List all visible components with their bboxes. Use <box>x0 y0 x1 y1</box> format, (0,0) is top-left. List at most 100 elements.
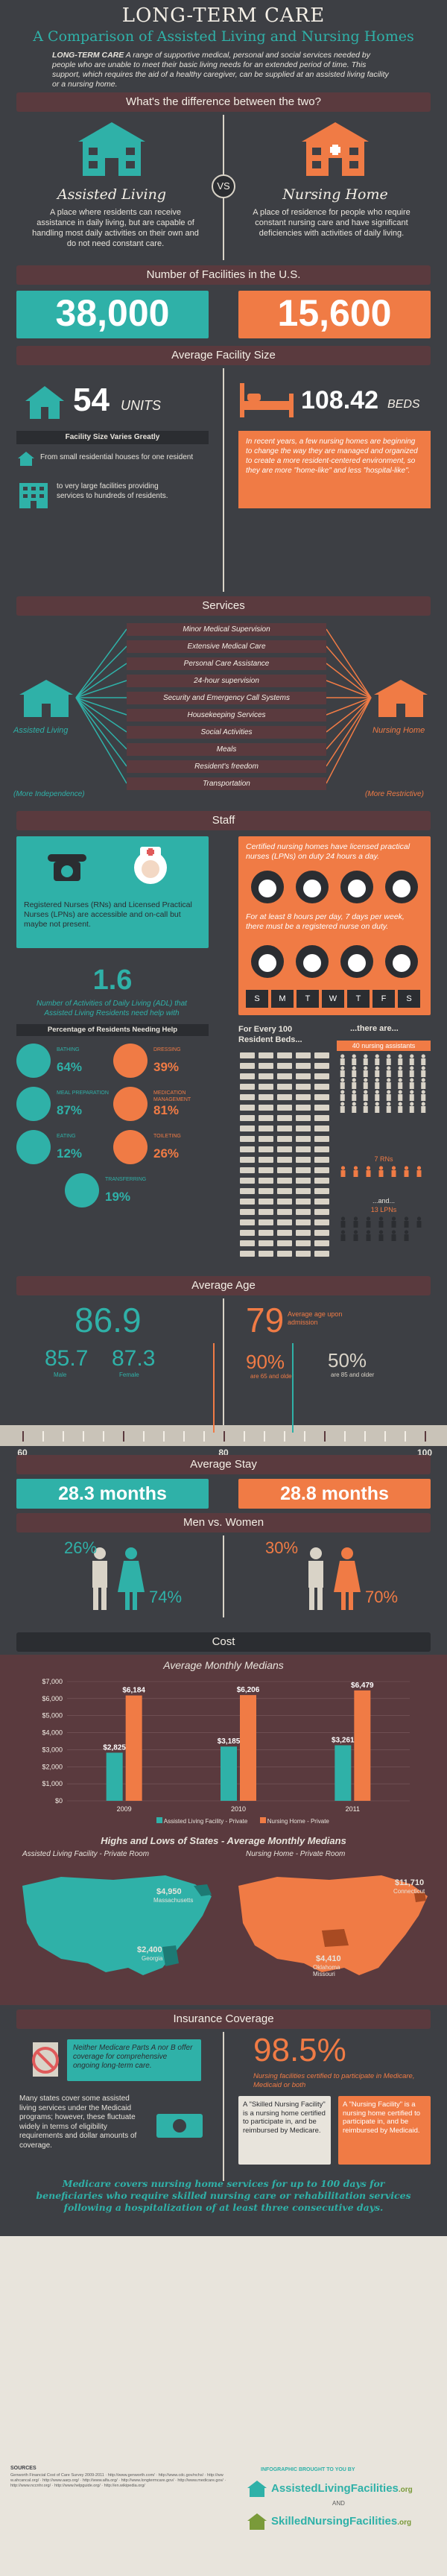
bed-mark <box>314 1094 329 1100</box>
y-tick-label: $0 <box>55 1797 63 1805</box>
nh-services-building-icon <box>374 680 428 717</box>
cost-heading: Cost <box>16 1632 431 1652</box>
intro-body: A range of supportive medical, personal … <box>52 51 389 89</box>
snf-box: A "Skilled Nursing Facility" is a nursin… <box>238 2096 331 2165</box>
person-mark <box>340 1078 345 1089</box>
bed-mark <box>277 1188 292 1194</box>
age-tick <box>284 1431 285 1442</box>
bed-mark <box>314 1230 329 1236</box>
person-mark <box>409 1054 414 1065</box>
help-value: 81% <box>153 1103 180 1117</box>
bed-mark <box>277 1094 292 1100</box>
age-marker-line <box>212 1343 215 1433</box>
bed-mark <box>259 1084 273 1090</box>
al-size-value: 54 <box>73 382 110 418</box>
bed-mark <box>240 1167 255 1173</box>
person-mark <box>386 1078 391 1089</box>
help-label: Dressing <box>153 1047 181 1052</box>
nh-service-line <box>326 697 372 767</box>
service-item: Social Activities <box>127 726 326 739</box>
brand1-link[interactable]: AssistedLivingFacilities.org <box>271 2482 413 2495</box>
help-icon <box>113 1130 148 1164</box>
bar-value-label: $3,261 <box>332 1736 355 1744</box>
x-tick-label: 2011 <box>346 1805 360 1813</box>
person-mark <box>386 1102 391 1113</box>
bed-mark <box>296 1115 311 1121</box>
bed-mark <box>277 1178 292 1184</box>
bed-mark <box>259 1094 273 1100</box>
nh-low-state: Oklahoma Missouri <box>313 1964 340 1977</box>
and-label: ...and... <box>372 1197 396 1205</box>
age-divider <box>223 1298 224 1425</box>
help-label: Bathing <box>57 1047 80 1052</box>
rns-label: 7 RNs <box>374 1155 393 1163</box>
and-label-footer: AND <box>332 2500 345 2507</box>
bed-mark <box>277 1219 292 1225</box>
help-icon <box>16 1087 51 1121</box>
x-tick-label: 2009 <box>117 1805 132 1813</box>
bed-mark <box>314 1115 329 1121</box>
al-service-line <box>75 697 127 750</box>
y-tick-label: $6,000 <box>42 1695 63 1702</box>
al-staff-box: Registered Nurses (RNs) and Licensed Pra… <box>16 836 209 948</box>
needing-help-label: Percentage of Residents Needing Help <box>16 1024 209 1036</box>
person-mark <box>340 1166 346 1177</box>
brand2-logo-icon <box>247 2513 267 2530</box>
brand2-name: SkilledNursingFacilities <box>271 2515 398 2528</box>
size-varies-label: Facility Size Varies Greatly <box>16 431 209 444</box>
service-item: 24-hour supervision <box>127 675 326 687</box>
size-small-text: From small residential houses for one re… <box>40 453 194 461</box>
al-low-value: $2,400 <box>137 1945 162 1954</box>
person-mark <box>352 1090 357 1101</box>
bed-mark <box>314 1199 329 1205</box>
service-item: Housekeeping Services <box>127 709 326 722</box>
more-restrictive-label: (More Restrictive) <box>365 790 424 798</box>
bed-mark <box>240 1219 255 1225</box>
gender-section: 26% 74% 30% 70% <box>0 1535 447 1625</box>
nh-service-line <box>326 645 372 698</box>
nh-insurance-pct-text: Nursing facilities certified to particip… <box>253 2072 415 2089</box>
brand2-link[interactable]: SkilledNursingFacilities.org <box>271 2515 411 2528</box>
bed-mark <box>259 1209 273 1215</box>
bed-mark <box>240 1230 255 1236</box>
al-insurance-box: Neither Medicare Parts A nor B offer cov… <box>67 2039 201 2081</box>
al-service-line <box>75 697 127 716</box>
al-definition: A place where residents can receive assi… <box>32 208 199 248</box>
person-mark <box>340 1230 346 1241</box>
bed-mark <box>259 1105 273 1111</box>
y-tick-label: $2,000 <box>42 1763 63 1770</box>
al-men-women-icon <box>92 1547 145 1610</box>
lpns-grid <box>340 1216 422 1241</box>
brand1-name: AssistedLivingFacilities <box>271 2482 399 2495</box>
bed-mark <box>314 1167 329 1173</box>
person-mark <box>421 1078 426 1089</box>
money-icon <box>156 2114 203 2138</box>
person-mark <box>378 1216 384 1228</box>
person-mark <box>363 1078 368 1089</box>
male-label: Male <box>54 1371 67 1378</box>
age-tick <box>364 1431 366 1442</box>
person-mark <box>421 1066 426 1077</box>
nurse-faces-icon <box>251 871 418 903</box>
legend-al-swatch <box>156 1817 162 1823</box>
more-independence-label: (More Independence) <box>13 790 85 798</box>
nh-staff-text1: Certified nursing homes have licensed pr… <box>246 842 410 861</box>
bed-mark <box>277 1240 292 1246</box>
age-tick <box>123 1431 124 1442</box>
bed-mark <box>240 1115 255 1121</box>
bed-mark <box>240 1105 255 1111</box>
bed-mark <box>240 1199 255 1205</box>
bed-mark <box>277 1063 292 1069</box>
facilities-heading: Number of Facilities in the U.S. <box>16 265 431 285</box>
bar-value-label: $3,185 <box>218 1737 241 1746</box>
age-tick <box>304 1431 305 1442</box>
al-map-title: Assisted Living Facility - Private Room <box>22 1850 150 1858</box>
al-male-age: 85.7 <box>45 1346 89 1371</box>
service-item: Extensive Medical Care <box>127 640 326 653</box>
bed-mark <box>240 1126 255 1131</box>
insurance-section: Neither Medicare Parts A nor B offer cov… <box>0 2032 447 2233</box>
female-label: Female <box>119 1371 139 1378</box>
vs-badge: VS <box>212 174 235 198</box>
person-mark <box>409 1066 414 1077</box>
